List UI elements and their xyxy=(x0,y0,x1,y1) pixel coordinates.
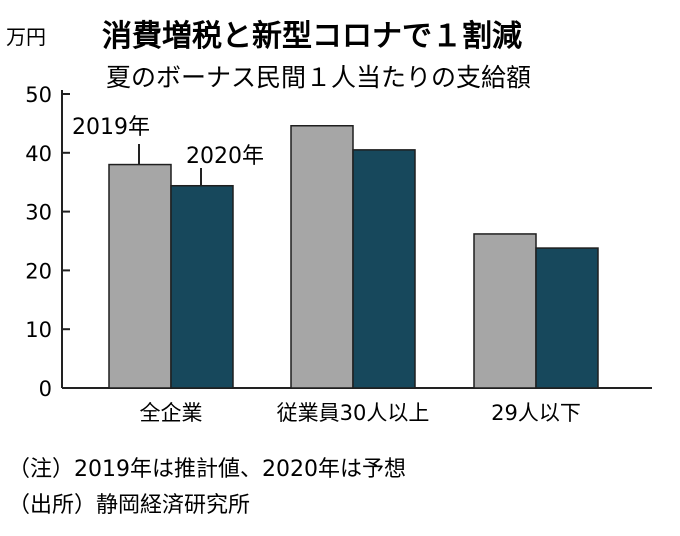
y-tick-label: 30 xyxy=(25,201,52,225)
category-label: 従業員30人以上 xyxy=(277,401,430,425)
footnote: （注）2019年は推計値、2020年は予想 xyxy=(8,457,406,482)
unit-label: 万円 xyxy=(6,25,46,49)
y-tick-label: 0 xyxy=(39,377,52,401)
bar-series2-2 xyxy=(352,149,416,389)
category-label: 29人以下 xyxy=(491,401,581,425)
series2-label: 2020年 xyxy=(186,144,264,169)
y-tick-label: 50 xyxy=(25,83,52,107)
series1-label: 2019年 xyxy=(72,115,150,140)
bar-series2-3 xyxy=(535,247,599,389)
y-tick-label: 40 xyxy=(25,142,52,166)
source-note: （出所）静岡経済研究所 xyxy=(8,493,250,518)
series-labels: 2019年 2020年 xyxy=(72,115,264,186)
bars xyxy=(108,125,599,389)
y-tick-label: 20 xyxy=(25,259,52,283)
y-ticks: 0 10 20 30 40 50 xyxy=(25,83,70,401)
y-tick-label: 10 xyxy=(25,318,52,342)
plot-area: 0 10 20 30 40 50 全企業 従業員30人以上 29人以下 2019年 2020年 xyxy=(25,83,652,425)
chart-subtitle: 夏のボーナス民間１人当たりの支給額 xyxy=(106,63,531,92)
category-labels: 全企業 従業員30人以上 29人以下 xyxy=(140,401,581,425)
bar-series1-2 xyxy=(290,125,354,389)
bar-series1-1 xyxy=(108,163,172,389)
category-label: 全企業 xyxy=(140,401,203,425)
chart-title: 消費増税と新型コロナで１割減 xyxy=(102,19,522,54)
bar-series1-3 xyxy=(473,233,537,389)
bar-series2-1 xyxy=(170,184,234,389)
